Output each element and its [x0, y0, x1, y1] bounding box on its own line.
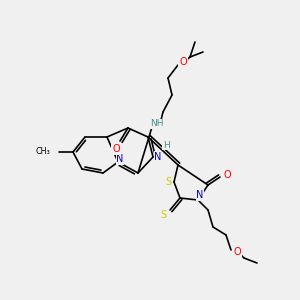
Text: O: O [112, 144, 120, 154]
Text: O: O [233, 247, 241, 257]
Text: N: N [116, 154, 124, 164]
Text: S: S [160, 210, 166, 220]
Text: H: H [163, 140, 170, 149]
Text: N: N [196, 190, 204, 200]
Text: CH₃: CH₃ [35, 148, 50, 157]
Text: O: O [179, 57, 187, 67]
Text: N: N [154, 152, 162, 162]
Text: O: O [223, 170, 231, 180]
Text: NH: NH [150, 119, 164, 128]
Text: S: S [165, 177, 171, 187]
